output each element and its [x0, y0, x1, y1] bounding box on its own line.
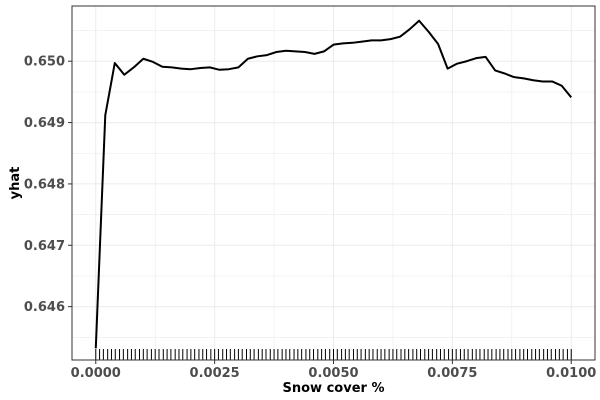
rug-marks [95, 349, 572, 360]
x-tick-label: 0.0000 [71, 366, 121, 381]
x-tick-label: 0.0075 [427, 366, 477, 381]
y-tick-label: 0.648 [24, 177, 65, 192]
x-tick-label: 0.0050 [308, 366, 358, 381]
x-tick-label: 0.0025 [190, 366, 240, 381]
y-axis-ticks: 0.646 0.647 0.648 0.649 0.650 [24, 55, 72, 315]
y-axis-title: yhat [8, 167, 23, 200]
x-tick-label: 0.0100 [546, 366, 596, 381]
x-axis-ticks: 0.0000 0.0025 0.0050 0.0075 0.0100 [71, 360, 596, 381]
y-tick-label: 0.650 [24, 55, 65, 70]
y-tick-label: 0.646 [24, 300, 65, 315]
series-line-yhat [94, 19, 573, 349]
x-axis-title: Snow cover % [283, 381, 385, 396]
y-tick-label: 0.649 [24, 116, 65, 131]
y-tick-label: 0.647 [24, 239, 65, 254]
gridlines [72, 6, 595, 360]
